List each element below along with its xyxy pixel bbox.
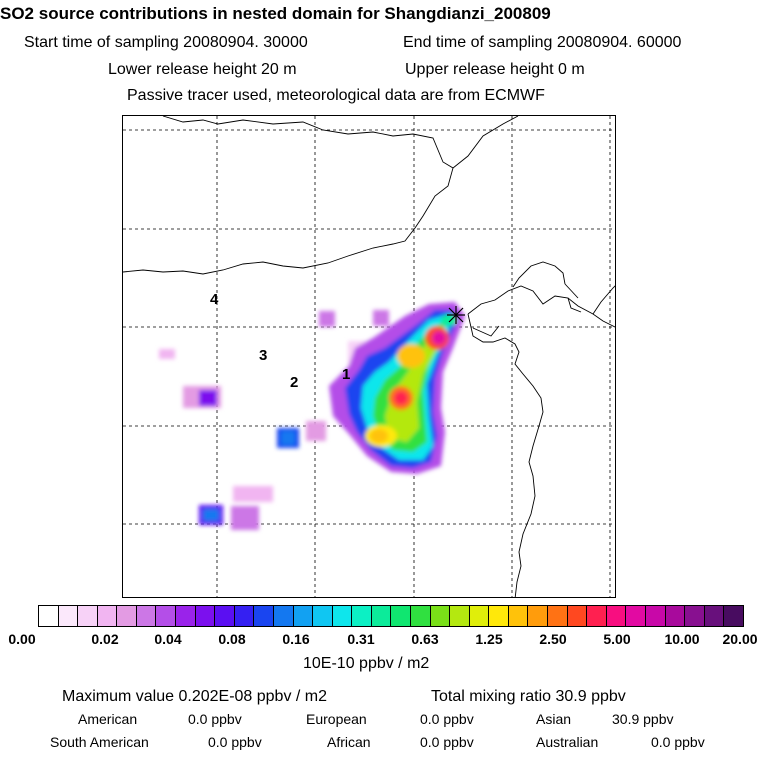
region-label-4: 4 bbox=[210, 291, 219, 308]
colorbar-segment bbox=[254, 606, 274, 626]
colorbar-segment bbox=[78, 606, 98, 626]
colorbar-segment bbox=[567, 606, 588, 626]
colorbar-segment bbox=[371, 606, 392, 626]
colorbar-tick: 5.00 bbox=[603, 631, 631, 647]
value-asian: 30.9 ppbv bbox=[612, 711, 674, 727]
colorbar-segment bbox=[410, 606, 431, 626]
colorbar-segment bbox=[391, 606, 411, 626]
end-time-text: End time of sampling 20080904. 60000 bbox=[403, 34, 682, 51]
colorbar-tick: 0.08 bbox=[218, 631, 246, 647]
lower-release-text: Lower release height 20 m bbox=[108, 61, 297, 78]
colorbar-tick: 1.25 bbox=[475, 631, 503, 647]
colorbar-segment bbox=[97, 606, 118, 626]
value-european: 0.0 ppbv bbox=[420, 711, 474, 727]
colorbar-segment bbox=[450, 606, 470, 626]
colorbar-segment bbox=[39, 606, 59, 626]
colorbar-tick: 0.63 bbox=[411, 631, 439, 647]
upper-release-text: Upper release height 0 m bbox=[405, 61, 585, 78]
colorbar-segment bbox=[332, 606, 353, 626]
value-african: 0.0 ppbv bbox=[420, 734, 474, 750]
map-panel: 1 2 3 4 bbox=[122, 115, 616, 598]
colorbar-segment bbox=[215, 606, 235, 626]
coastlines bbox=[123, 116, 615, 597]
colorbar-segment bbox=[469, 606, 490, 626]
colorbar-tick: 0.02 bbox=[91, 631, 119, 647]
region-label-1: 1 bbox=[342, 366, 351, 383]
colorbar-segment bbox=[587, 606, 607, 626]
colorbar-segment bbox=[58, 606, 79, 626]
colorbar-segment bbox=[156, 606, 177, 626]
colorbar-segment bbox=[665, 606, 686, 626]
colorbar-tick: 0.04 bbox=[154, 631, 182, 647]
colorbar-segment bbox=[704, 606, 725, 626]
colorbar-tick: 0.16 bbox=[282, 631, 310, 647]
colorbar-segment bbox=[117, 606, 137, 626]
label-australian: Australian bbox=[536, 734, 599, 750]
colorbar-segment bbox=[273, 606, 294, 626]
tracer-note-text: Passive tracer used, meteorological data… bbox=[127, 87, 545, 104]
max-value-text: Maximum value 0.202E-08 ppbv / m2 bbox=[62, 688, 328, 705]
colorbar-tick: 0.00 bbox=[8, 631, 36, 647]
region-label-3: 3 bbox=[259, 347, 268, 364]
colorbar-segment bbox=[293, 606, 314, 626]
colorbar-segment bbox=[645, 606, 666, 626]
colorbar-tick: 2.50 bbox=[539, 631, 567, 647]
label-european: European bbox=[306, 711, 367, 727]
colorbar-tick: 10.00 bbox=[664, 631, 700, 647]
concentration-field bbox=[159, 302, 465, 530]
value-australian: 0.0 ppbv bbox=[651, 734, 705, 750]
colorbar-segment bbox=[430, 606, 451, 626]
start-time-text: Start time of sampling 20080904. 30000 bbox=[24, 34, 308, 51]
label-asian: Asian bbox=[536, 711, 572, 727]
page-title: SO2 source contributions in nested domai… bbox=[0, 4, 551, 23]
colorbar-tick: 0.31 bbox=[347, 631, 375, 647]
station-marker bbox=[447, 306, 465, 324]
colorbar-segment bbox=[685, 606, 705, 626]
colorbar-segment bbox=[528, 606, 549, 626]
colorbar-segment bbox=[626, 606, 646, 626]
colorbar-segment bbox=[489, 606, 509, 626]
colorbar-segment bbox=[136, 606, 157, 626]
colorbar-segment bbox=[195, 606, 216, 626]
colorbar-segment bbox=[352, 606, 372, 626]
colorbar-segment bbox=[508, 606, 529, 626]
colorbar-segment bbox=[606, 606, 627, 626]
colorbar-segment bbox=[313, 606, 333, 626]
colorbar-unit: 10E-10 ppbv / m2 bbox=[303, 655, 430, 672]
label-south-american: South American bbox=[50, 734, 149, 750]
colorbar-tick: 20.00 bbox=[722, 631, 758, 647]
colorbar bbox=[38, 605, 744, 627]
value-american: 0.0 ppbv bbox=[188, 711, 242, 727]
colorbar-segment bbox=[176, 606, 196, 626]
map-canvas bbox=[123, 116, 615, 597]
label-american: American bbox=[78, 711, 138, 727]
label-african: African bbox=[327, 734, 371, 750]
total-mixing-text: Total mixing ratio 30.9 ppbv bbox=[431, 688, 626, 705]
colorbar-segment bbox=[548, 606, 568, 626]
region-label-2: 2 bbox=[290, 374, 299, 391]
colorbar-segment bbox=[724, 606, 743, 626]
value-south-american: 0.0 ppbv bbox=[208, 734, 262, 750]
colorbar-segment bbox=[234, 606, 255, 626]
